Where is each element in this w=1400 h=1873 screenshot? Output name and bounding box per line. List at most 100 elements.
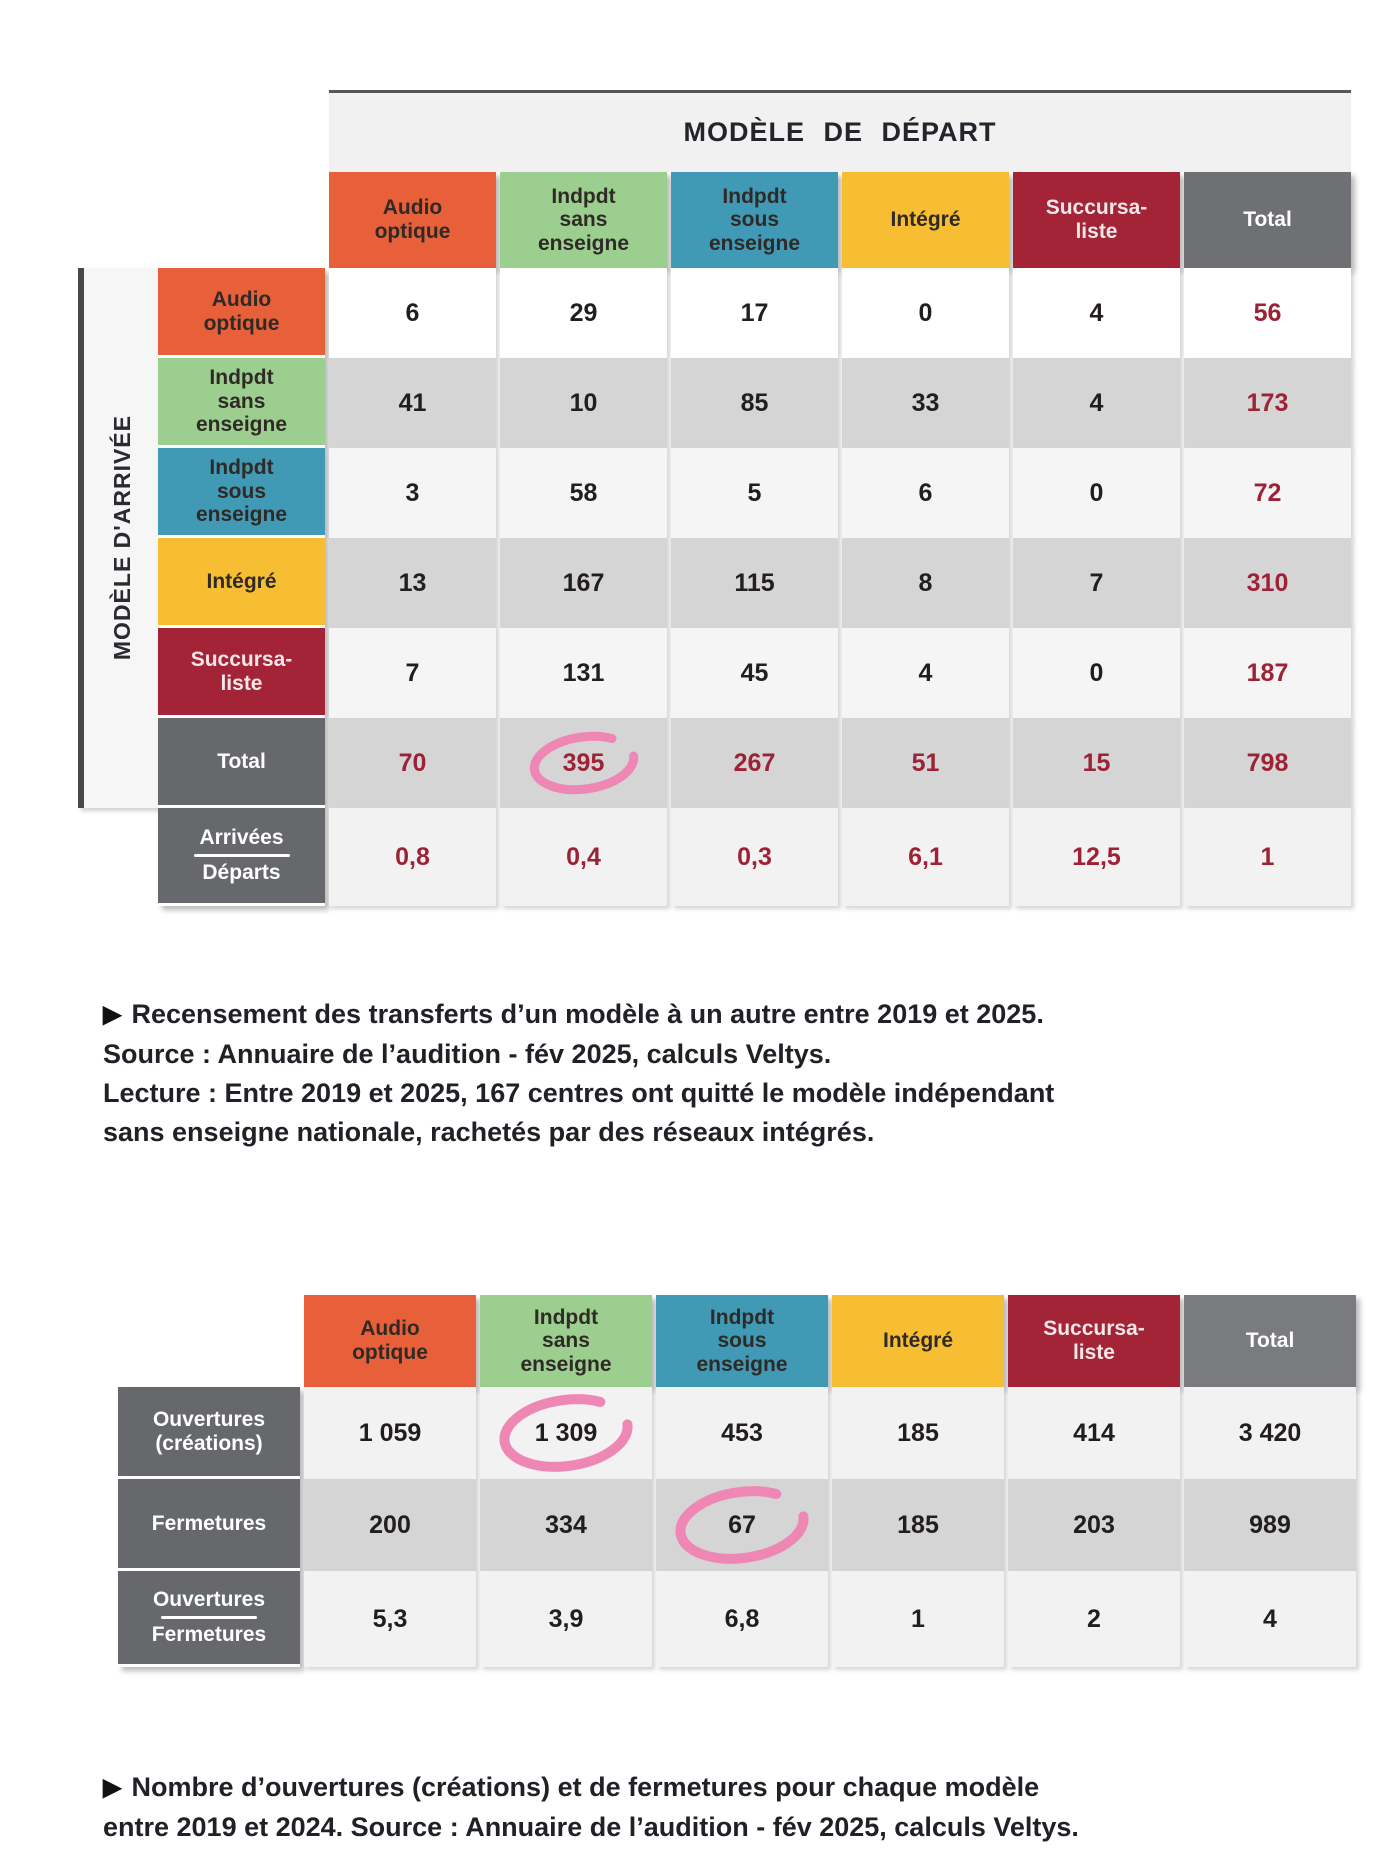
- column-header-indpdt-sans-enseigne: Indpdt sans enseigne: [480, 1295, 652, 1387]
- caption-line: Lecture : Entre 2019 et 2025, 167 centre…: [103, 1078, 1055, 1108]
- fraction-line: [161, 1616, 257, 1619]
- caption-line: entre 2019 et 2024. Source : Annuaire de…: [103, 1812, 1079, 1842]
- data-cell: 115: [671, 538, 838, 628]
- row-header-ouvertures-fermetures: Ouvertures Fermetures: [118, 1571, 300, 1667]
- data-cell: 6: [329, 268, 496, 358]
- corner-spacer: [118, 1295, 300, 1387]
- fraction-denominator: Fermetures: [151, 1623, 267, 1646]
- ratio-cell: 1: [1184, 808, 1351, 906]
- data-cell: 85: [671, 358, 838, 448]
- total-cell: 989: [1184, 1479, 1356, 1571]
- column-header-indpdt-sous-enseigne: Indpdt sous enseigne: [671, 172, 838, 268]
- data-cell: 33: [842, 358, 1009, 448]
- grand-total-cell: 798: [1184, 718, 1351, 808]
- data-cell: 7: [329, 628, 496, 718]
- data-cell-circled: 67: [656, 1479, 828, 1571]
- total-cell: 72: [1184, 448, 1351, 538]
- data-cell: 200: [304, 1479, 476, 1571]
- ratio-cell: 5,3: [304, 1571, 476, 1667]
- data-cell: 13: [329, 538, 496, 628]
- total-cell: 56: [1184, 268, 1351, 358]
- row-header-total: Total: [158, 718, 325, 808]
- triangle-bullet-icon: ▶: [103, 1001, 122, 1028]
- data-cell: 185: [832, 1479, 1004, 1571]
- ratio-cell: 0,3: [671, 808, 838, 906]
- data-cell: 0: [1013, 628, 1180, 718]
- column-header-total: Total: [1184, 172, 1351, 268]
- total-cell: 15: [1013, 718, 1180, 808]
- data-cell: 10: [500, 358, 667, 448]
- circled-value: 67: [728, 1510, 756, 1539]
- data-cell: 131: [500, 628, 667, 718]
- data-cell: 3: [329, 448, 496, 538]
- row-header-indpdt-sans-enseigne: Indpdt sans enseigne: [158, 358, 325, 448]
- ratio-cell: 0,8: [329, 808, 496, 906]
- fraction-line: [193, 854, 290, 857]
- caption-line: sans enseigne nationale, rachetés par de…: [103, 1117, 875, 1147]
- table1-side-header: MODÈLE D'ARRIVÉE: [108, 415, 135, 661]
- column-header-integre: Intégré: [832, 1295, 1004, 1387]
- ratio-cell: 6,8: [656, 1571, 828, 1667]
- fraction-numerator: Ouvertures: [152, 1588, 266, 1612]
- data-cell: 5: [671, 448, 838, 538]
- data-cell: 1 059: [304, 1387, 476, 1479]
- table2-grid: Audio optique Indpdt sans enseigne Indpd…: [118, 1295, 1356, 1667]
- row-header-audio-optique: Audio optique: [158, 268, 325, 358]
- total-cell-circled: 395: [500, 718, 667, 808]
- ratio-cell: 4: [1184, 1571, 1356, 1667]
- data-cell: 453: [656, 1387, 828, 1479]
- table2-caption: ▶ Nombre d’ouvertures (créations) et de f…: [103, 1768, 1079, 1847]
- data-cell: 185: [832, 1387, 1004, 1479]
- triangle-bullet-icon: ▶: [103, 1774, 122, 1801]
- ratio-cell: 0,4: [500, 808, 667, 906]
- column-header-total: Total: [1184, 1295, 1356, 1387]
- column-header-audio-optique: Audio optique: [304, 1295, 476, 1387]
- total-cell: 173: [1184, 358, 1351, 448]
- transfer-matrix-table: MODÈLE DE DÉPART MODÈLE D'ARRIVÉE Audio …: [78, 90, 1378, 906]
- data-cell: 4: [1013, 358, 1180, 448]
- circled-value: 1 309: [534, 1418, 598, 1447]
- caption-line: ▶ Nombre d’ouvertures (créations) et de f…: [103, 1768, 1079, 1808]
- data-cell: 4: [842, 628, 1009, 718]
- openings-closures-table: Audio optique Indpdt sans enseigne Indpd…: [118, 1295, 1363, 1667]
- column-header-integre: Intégré: [842, 172, 1009, 268]
- ratio-cell: 6,1: [842, 808, 1009, 906]
- data-cell-circled: 1 309: [480, 1387, 652, 1479]
- ratio-cell: 12,5: [1013, 808, 1180, 906]
- data-cell: 203: [1008, 1479, 1180, 1571]
- row-header-fermetures: Fermetures: [118, 1479, 300, 1571]
- row-header-succursaliste: Succursa- liste: [158, 628, 325, 718]
- column-header-indpdt-sans-enseigne: Indpdt sans enseigne: [500, 172, 667, 268]
- ratio-cell: 1: [832, 1571, 1004, 1667]
- data-cell: 334: [480, 1479, 652, 1571]
- ratio-cell: 2: [1008, 1571, 1180, 1667]
- total-cell: 267: [671, 718, 838, 808]
- data-cell: 4: [1013, 268, 1180, 358]
- total-cell: 187: [1184, 628, 1351, 718]
- corner-spacer: [158, 172, 325, 268]
- total-cell: 70: [329, 718, 496, 808]
- column-header-indpdt-sous-enseigne: Indpdt sous enseigne: [656, 1295, 828, 1387]
- data-cell: 45: [671, 628, 838, 718]
- row-header-ouvertures: Ouvertures (créations): [118, 1387, 300, 1479]
- data-cell: 17: [671, 268, 838, 358]
- data-cell: 0: [842, 268, 1009, 358]
- caption-text: Recensement des transferts d’un modèle à…: [131, 999, 1044, 1029]
- total-cell: 310: [1184, 538, 1351, 628]
- data-cell: 167: [500, 538, 667, 628]
- circled-value: 395: [562, 748, 605, 777]
- table1-grid: Audio optique Indpdt sans enseigne Indpd…: [158, 172, 1351, 906]
- data-cell: 0: [1013, 448, 1180, 538]
- table1-top-header: MODÈLE DE DÉPART: [329, 90, 1351, 172]
- caption-line: Source : Annuaire de l’audition - fév 20…: [103, 1039, 832, 1069]
- data-cell: 58: [500, 448, 667, 538]
- total-cell: 3 420: [1184, 1387, 1356, 1479]
- row-header-arrivees-departs: Arrivées Départs: [158, 808, 325, 906]
- row-header-integre: Intégré: [158, 538, 325, 628]
- data-cell: 7: [1013, 538, 1180, 628]
- data-cell: 6: [842, 448, 1009, 538]
- total-cell: 51: [842, 718, 1009, 808]
- table1-side-panel: MODÈLE D'ARRIVÉE: [78, 268, 160, 808]
- data-cell: 8: [842, 538, 1009, 628]
- column-header-succursaliste: Succursa- liste: [1008, 1295, 1180, 1387]
